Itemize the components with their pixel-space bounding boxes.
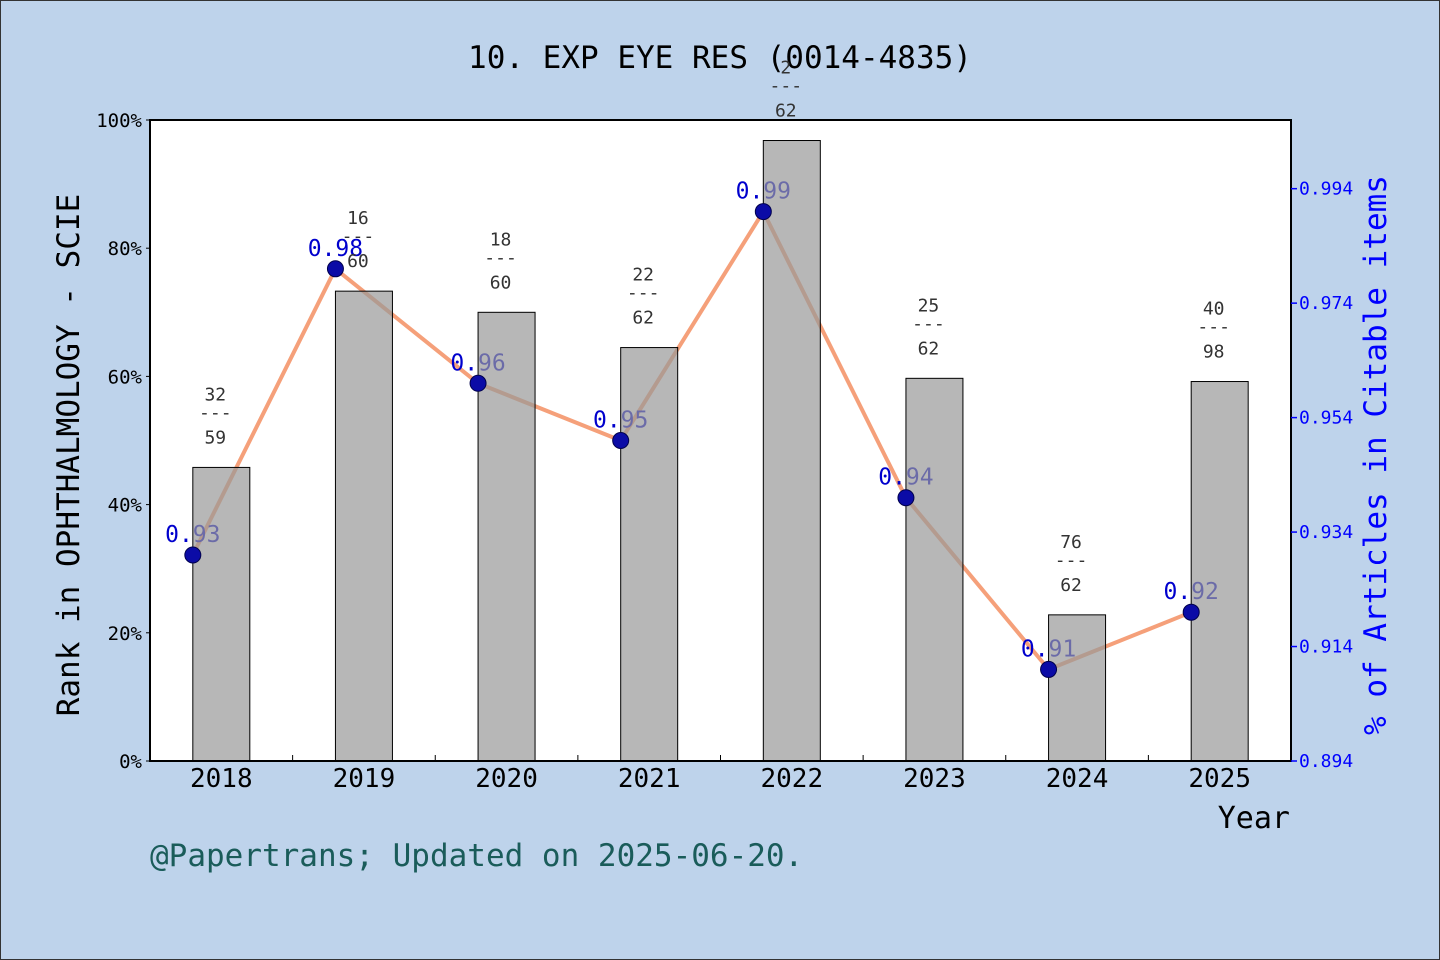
line-point-2020 — [469, 374, 487, 392]
bar-2025 — [1190, 381, 1249, 762]
bar-rank-label-2021: 22 — [632, 265, 654, 286]
bar-rank-label-2023: 25 — [918, 295, 940, 316]
plot-area — [150, 120, 1291, 761]
bar-2019 — [334, 290, 393, 762]
left-y-tick-label-0: 0% — [119, 751, 142, 773]
right-y-axis-label: % of Articles in Citable items — [1358, 175, 1394, 735]
bar-rank-label-2025: 40 — [1203, 299, 1225, 320]
bar-label-separator-2021: --- — [627, 283, 660, 304]
left-y-tick-label-1: 20% — [108, 623, 143, 645]
right-y-tick-label-5: 0.994 — [1299, 179, 1353, 200]
line-point-2024 — [1040, 660, 1058, 678]
line-point-2025 — [1182, 603, 1200, 621]
bar-total-label-2018: 59 — [204, 427, 226, 448]
left-y-axis-label: Rank in OPHTHALMOLOGY - SCIE — [51, 194, 87, 717]
bar-total-label-2019: 60 — [347, 251, 369, 272]
bar-total-label-2020: 60 — [490, 272, 512, 293]
x-axis-label: Year — [1218, 801, 1290, 836]
bar-rank-label-2018: 32 — [204, 384, 226, 405]
bar-label-separator-2022: --- — [770, 76, 803, 97]
bar-label-separator-2023: --- — [912, 313, 945, 334]
line-point-2019 — [326, 260, 344, 278]
left-y-tick-label-4: 80% — [108, 238, 143, 260]
x-tick-label-2018: 2018 — [190, 764, 253, 794]
line-point-2021 — [612, 432, 630, 449]
x-tick-label-2025: 2025 — [1188, 764, 1251, 794]
citable-items-line — [190, 209, 1194, 672]
bar-2018 — [192, 466, 251, 762]
right-y-tick-label-1: 0.914 — [1299, 637, 1353, 658]
bar-rank-label-2022: 2 — [780, 58, 791, 79]
x-tick-label-2020: 2020 — [475, 764, 538, 794]
x-tick-label-2023: 2023 — [903, 764, 966, 794]
bar-total-label-2024: 62 — [1060, 575, 1082, 596]
bar-total-label-2022: 62 — [775, 101, 797, 122]
x-tick-label-2024: 2024 — [1046, 764, 1109, 794]
bar-label-separator-2019: --- — [342, 226, 375, 247]
line-value-label-2019: 0.98 — [308, 236, 363, 262]
bar-label-separator-2018: --- — [199, 402, 232, 423]
left-y-tick-label-5: 100% — [96, 110, 142, 132]
chart-title: 10. EXP EYE RES (0014-4835) — [468, 40, 972, 76]
right-y-tick-label-3: 0.954 — [1299, 408, 1353, 429]
bar-2023 — [905, 377, 964, 762]
axes-layer: 0% 20% 40% 60% 80% 100% 0.894 0.914 0.934 0.954 0.… — [96, 110, 1353, 794]
left-y-tick-label-3: 60% — [108, 366, 143, 388]
bar-rank-label-2024: 76 — [1060, 532, 1082, 553]
bar-2022 — [762, 140, 821, 762]
bar-total-label-2021: 62 — [632, 308, 654, 329]
points-layer — [184, 203, 1200, 678]
bar-label-separator-2020: --- — [484, 247, 517, 268]
bar-label-separator-2024: --- — [1055, 550, 1088, 571]
x-tick-label-2022: 2022 — [761, 764, 824, 794]
x-tick-label-2019: 2019 — [333, 764, 396, 794]
bar-label-separator-2025: --- — [1197, 317, 1230, 338]
bar-2021 — [620, 347, 679, 762]
footer-credit: @Papertrans; Updated on 2025-06-20. — [150, 838, 803, 874]
line-point-2018 — [184, 546, 202, 564]
right-y-tick-label-4: 0.974 — [1299, 293, 1353, 314]
bar-2020 — [477, 311, 536, 762]
right-y-tick-label-0: 0.894 — [1299, 751, 1353, 772]
right-y-tick-label-2: 0.934 — [1299, 522, 1353, 543]
bars-layer — [192, 140, 1249, 762]
bar-2024 — [1048, 614, 1107, 762]
line-point-2022 — [754, 203, 772, 221]
line-point-2023 — [897, 489, 915, 507]
bar-total-label-2025: 98 — [1203, 342, 1225, 363]
x-tick-label-2021: 2021 — [618, 764, 681, 794]
bar-rank-label-2019: 16 — [347, 208, 369, 229]
bar-rank-label-2020: 18 — [490, 229, 512, 250]
left-y-tick-label-2: 40% — [108, 495, 143, 517]
bar-total-label-2023: 62 — [918, 338, 940, 359]
